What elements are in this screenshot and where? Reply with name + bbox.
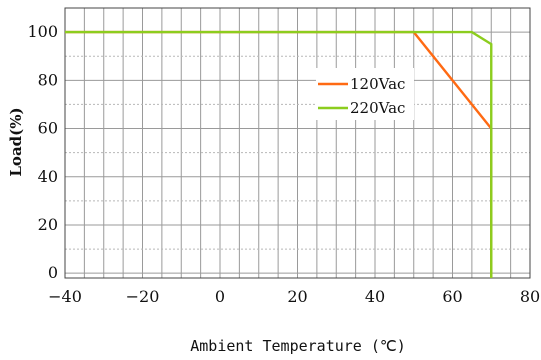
- y-axis-title: Load(%): [7, 107, 25, 176]
- series-line-220vac: [65, 30, 493, 278]
- x-tick-label: 60: [442, 287, 462, 306]
- y-tick-label: 0: [48, 263, 58, 282]
- x-tick-label: −20: [126, 287, 160, 306]
- x-tick-label: 0: [215, 287, 225, 306]
- x-tick-label: 40: [365, 287, 385, 306]
- legend: 120Vac 220Vac: [318, 75, 405, 117]
- y-tick-label: 40: [38, 167, 58, 186]
- series-lines: [65, 30, 493, 278]
- x-tick-labels: −40 −20 0 20 40 60 80: [48, 287, 540, 306]
- x-tick-label: 80: [520, 287, 540, 306]
- y-tick-label: 100: [27, 22, 58, 41]
- y-tick-label: 20: [38, 215, 58, 234]
- x-tick-label: 20: [287, 287, 307, 306]
- y-tick-label: 60: [38, 119, 58, 138]
- legend-label-220vac: 220Vac: [350, 99, 405, 117]
- y-tick-labels: 0 20 40 60 80 100: [27, 22, 58, 282]
- legend-label-120vac: 120Vac: [350, 75, 405, 93]
- x-tick-label: −40: [48, 287, 82, 306]
- plot-frame: [64, 7, 531, 279]
- grid: [65, 8, 530, 278]
- x-axis-title: Ambient Temperature (℃): [190, 337, 406, 355]
- legend-box: [316, 68, 414, 120]
- y-tick-label: 80: [38, 70, 58, 89]
